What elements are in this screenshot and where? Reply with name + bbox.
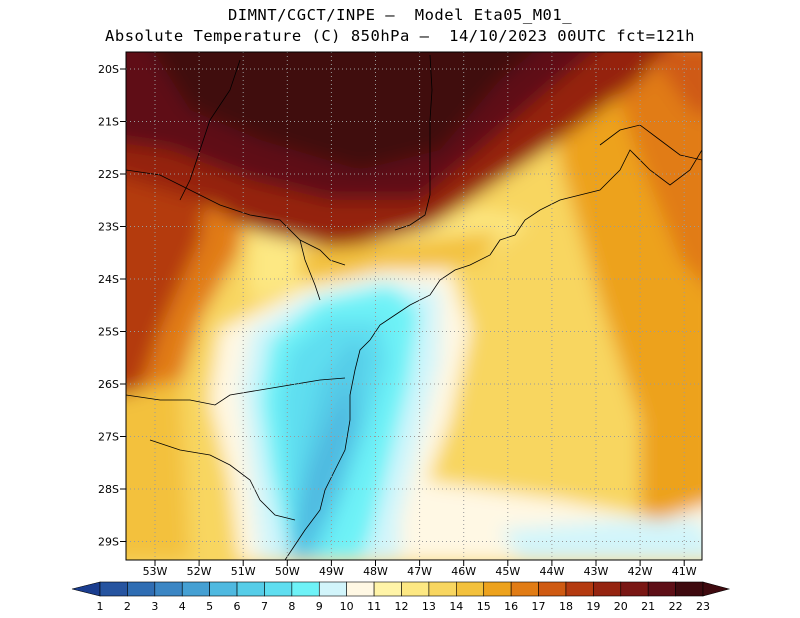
colorbar-tick-label: 4 <box>179 600 186 613</box>
lon-label: 52W <box>187 565 212 578</box>
colorbar-tick-label: 2 <box>124 600 131 613</box>
colorbar-segment <box>236 581 265 597</box>
colorbar-segment <box>318 581 347 597</box>
colorbar-segment <box>346 581 375 597</box>
lon-label: 51W <box>231 565 256 578</box>
lat-label: 26S <box>98 378 119 391</box>
temperature-field <box>126 52 702 560</box>
latitude-labels: 20S 21S 22S 23S 24S 25S 26S 27S 28S 29S <box>98 63 126 549</box>
lon-label: 46W <box>451 565 476 578</box>
lon-label: 50W <box>275 565 300 578</box>
lon-label: 42W <box>628 565 653 578</box>
colorbar-segment <box>401 581 430 597</box>
colorbar-tick-label: 7 <box>261 600 268 613</box>
colorbar-segment <box>620 581 649 597</box>
colorbar: 1 2 3 4 5 6 7 8 9 10 11 12 13 14 15 16 17 18 19 20 21 22 23 <box>71 581 731 613</box>
colorbar-segment <box>428 581 457 597</box>
colorbar-segment <box>510 581 539 597</box>
lon-label: 48W <box>363 565 388 578</box>
colorbar-tick-label: 6 <box>234 600 241 613</box>
longitude-labels: 53W 52W 51W 50W 49W 48W 47W 46W 45W 44W 43W 42W 41W <box>143 560 697 578</box>
colorbar-segment <box>181 581 210 597</box>
title-line-2: Absolute Temperature (C) 850hPa – 14/10/… <box>105 27 695 45</box>
colorbar-tick-label: 15 <box>477 600 491 613</box>
lat-label: 27S <box>98 431 119 444</box>
colorbar-segment <box>291 581 320 597</box>
colorbar-segment <box>99 581 128 597</box>
colorbar-segment <box>154 581 183 597</box>
lat-label: 21S <box>98 116 119 129</box>
lat-label: 20S <box>98 63 119 76</box>
colorbar-arrow-right <box>702 581 731 597</box>
colorbar-segment <box>593 581 622 597</box>
colorbar-tick-label: 18 <box>559 600 573 613</box>
lon-label: 44W <box>539 565 564 578</box>
colorbar-segment <box>209 581 238 597</box>
colorbar-tick-label: 3 <box>151 600 158 613</box>
colorbar-segment <box>538 581 567 597</box>
colorbar-segment <box>483 581 512 597</box>
lon-label: 49W <box>319 565 344 578</box>
colorbar-tick-label: 13 <box>422 600 436 613</box>
lon-label: 45W <box>495 565 520 578</box>
lat-label: 23S <box>98 221 119 234</box>
colorbar-tick-label: 16 <box>504 600 518 613</box>
colorbar-tick-label: 19 <box>586 600 600 613</box>
colorbar-tick-label: 20 <box>614 600 628 613</box>
colorbar-tick-label: 11 <box>367 600 381 613</box>
lon-label: 41W <box>672 565 697 578</box>
colorbar-tick-label: 9 <box>316 600 323 613</box>
lat-label: 29S <box>98 536 119 549</box>
colorbar-segment <box>675 581 704 597</box>
colorbar-segment <box>373 581 402 597</box>
colorbar-tick-label: 5 <box>206 600 213 613</box>
colorbar-tick-label: 12 <box>395 600 409 613</box>
colorbar-tick-label: 23 <box>696 600 710 613</box>
lat-label: 28S <box>98 483 119 496</box>
lat-label: 22S <box>98 168 119 181</box>
lon-label: 53W <box>143 565 168 578</box>
colorbar-segment <box>264 581 293 597</box>
graticule <box>126 52 702 560</box>
lon-label: 47W <box>407 565 432 578</box>
lon-label: 43W <box>584 565 609 578</box>
colorbar-segment <box>565 581 594 597</box>
colorbar-tick-label: 17 <box>532 600 546 613</box>
colorbar-tick-label: 14 <box>449 600 463 613</box>
colorbar-segment <box>127 581 156 597</box>
lat-label: 25S <box>98 326 119 339</box>
colorbar-tick-label: 10 <box>340 600 354 613</box>
colorbar-tick-label: 8 <box>288 600 295 613</box>
colorbar-arrow-left <box>71 581 101 597</box>
lat-label: 24S <box>98 273 119 286</box>
map-frame <box>125 51 703 561</box>
colorbar-tick-label: 1 <box>97 600 104 613</box>
coastline-and-borders <box>126 54 702 560</box>
colorbar-segment <box>456 581 485 597</box>
colorbar-tick-label: 21 <box>641 600 655 613</box>
colorbar-segment <box>647 581 676 597</box>
title-line-1: DIMNT/CGCT/INPE – Model Eta05_M01_ <box>227 6 573 24</box>
colorbar-tick-label: 22 <box>669 600 683 613</box>
